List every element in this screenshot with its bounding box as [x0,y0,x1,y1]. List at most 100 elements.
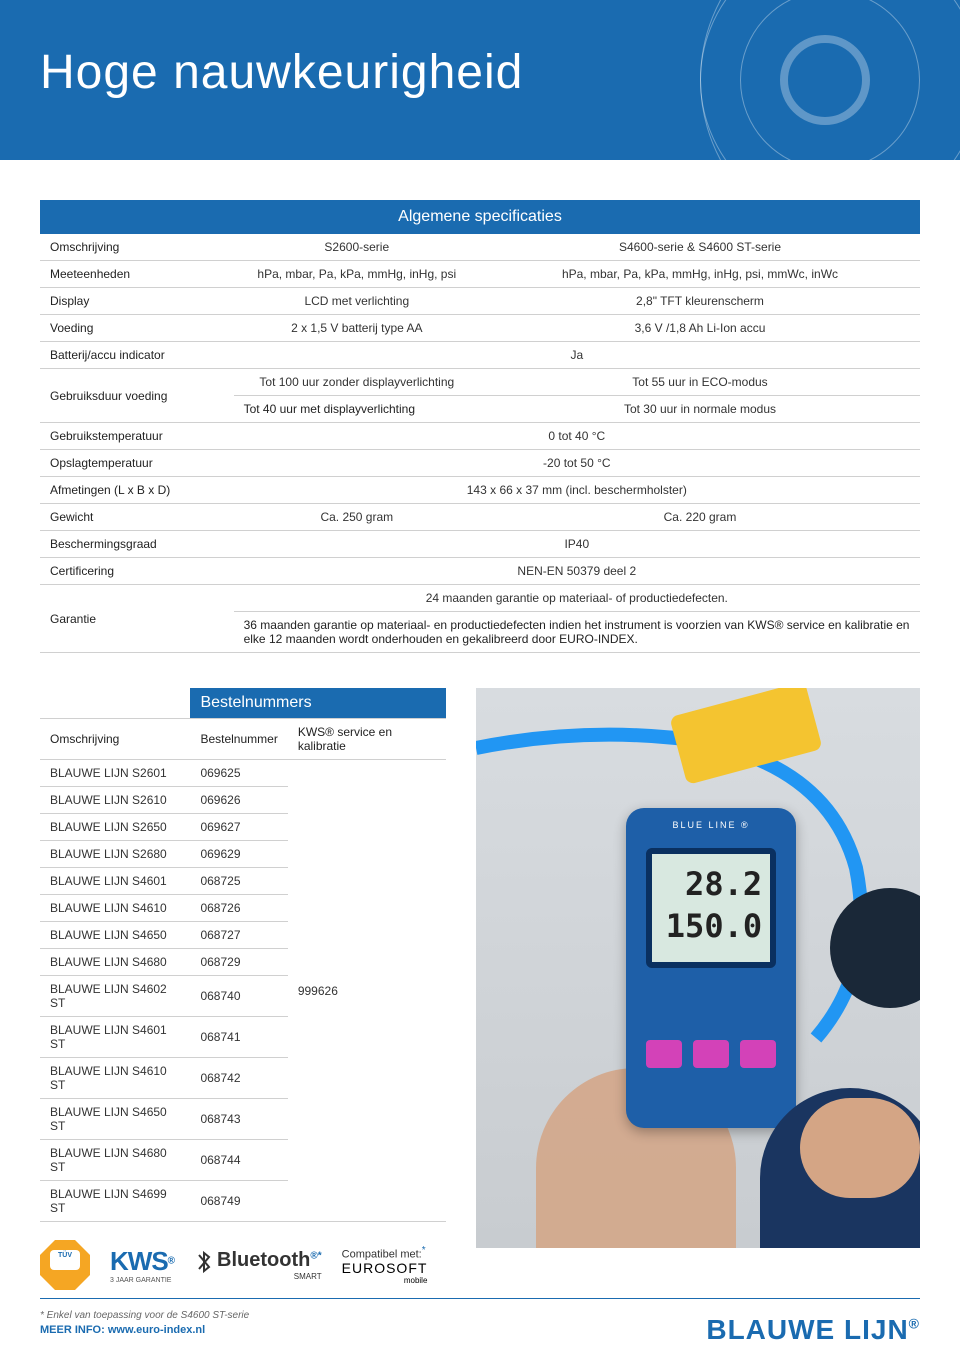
order-product-name: BLAUWE LIJN S4650 [40,922,190,949]
order-number: 069627 [190,814,287,841]
order-number: 069629 [190,841,287,868]
order-number: 069626 [190,787,287,814]
spec-cell: 2,8" TFT kleurenscherm [480,288,920,315]
spec-cell: Tot 100 uur zonder displayverlichting [234,369,480,396]
spec-row-label: Meeteenheden [40,261,234,288]
order-product-name: BLAUWE LIJN S4601 [40,868,190,895]
footer-more-info: MEER INFO: www.euro-index.nl [40,1324,205,1336]
device-reading-1: 28.2 [652,864,762,906]
order-product-name: BLAUWE LIJN S2680 [40,841,190,868]
measurement-device: BLUE LINE ® 28.2 150.0 [626,808,796,1128]
order-product-name: BLAUWE LIJN S4650 ST [40,1099,190,1140]
spec-cell-merged: IP40 [234,531,920,558]
bluetooth-icon [195,1249,213,1282]
spec-row-label: Gewicht [40,504,234,531]
order-product-name: BLAUWE LIJN S4602 ST [40,976,190,1017]
device-button [646,1040,682,1068]
compat-label: Compatibel met: [342,1248,422,1260]
spec-table-section: Algemene specificaties OmschrijvingS2600… [40,200,920,653]
device-button [740,1040,776,1068]
order-number: 068749 [190,1181,287,1222]
order-product-name: BLAUWE LIJN S4680 ST [40,1140,190,1181]
bt-smart: SMART [217,1272,322,1281]
order-number: 068743 [190,1099,287,1140]
spec-row-label: Certificering [40,558,234,585]
eurosoft-text: EUROSOFT [342,1260,428,1276]
order-product-name: BLAUWE LIJN S4601 ST [40,1017,190,1058]
spec-row-label: Afmetingen (L x B x D) [40,477,234,504]
brand-reg: ® [909,1316,920,1332]
spec-table-title: Algemene specificaties [40,200,920,234]
order-product-name: BLAUWE LIJN S4680 [40,949,190,976]
spec-cell: Tot 40 uur met displayverlichting [234,396,480,423]
order-number: 068742 [190,1058,287,1099]
tuv-text: TÜV [58,1252,72,1259]
order-number: 068740 [190,976,287,1017]
order-number: 068727 [190,922,287,949]
product-photo: BLUE LINE ® 28.2 150.0 [476,688,920,1248]
spec-cell-merged: -20 tot 50 °C [234,450,920,477]
decorative-circles [540,0,960,160]
order-product-name: BLAUWE LIJN S4610 ST [40,1058,190,1099]
compat-badge: Compatibel met:* EUROSOFT mobile [342,1245,428,1286]
order-header-cell: Bestelnummer [190,719,287,760]
bt-reg: ® [310,1250,317,1261]
tuv-badge: TÜV [40,1240,90,1290]
spec-cell-merged: Ja [234,342,920,369]
header-banner: Hoge nauwkeurigheid [0,0,960,160]
spec-cell: Tot 55 uur in ECO-modus [480,369,920,396]
spec-cell: 3,6 V /1,8 Ah Li-Ion accu [480,315,920,342]
spec-header-cell: Omschrijving [40,234,234,261]
device-reading-2: 150.0 [652,906,762,948]
order-kws-cell: 999626 [288,760,446,1222]
spec-row-label: Opslagtemperatuur [40,450,234,477]
footer: MEER INFO: www.euro-index.nl BLAUWE LIJN… [0,1298,960,1358]
order-table: Bestelnummers OmschrijvingBestelnummerKW… [40,688,446,1222]
spec-row-label: Display [40,288,234,315]
kws-badge: KWS® 3 JAAR GARANTIE [110,1246,175,1284]
order-number: 068725 [190,868,287,895]
order-number: 069625 [190,760,287,787]
badges-row: TÜV KWS® 3 JAAR GARANTIE Bluetooth®* SMA… [40,1240,446,1290]
bluetooth-badge: Bluetooth®* SMART [195,1249,322,1282]
spec-cell: 2 x 1,5 V batterij type AA [234,315,480,342]
spec-cell: Ca. 250 gram [234,504,480,531]
order-product-name: BLAUWE LIJN S4699 ST [40,1181,190,1222]
footer-brand: BLAUWE LIJN® [706,1314,920,1346]
order-table-section: Bestelnummers OmschrijvingBestelnummerKW… [40,688,446,1222]
spec-cell-merged: 0 tot 40 °C [234,423,920,450]
order-number: 068726 [190,895,287,922]
order-product-name: BLAUWE LIJN S2601 [40,760,190,787]
device-brand-label: BLUE LINE ® [646,820,776,830]
kws-text: KWS [110,1246,168,1276]
device-button [693,1040,729,1068]
spec-cell: Ca. 220 gram [480,504,920,531]
eurosoft-sub: mobile [342,1276,428,1285]
order-product-name: BLAUWE LIJN S2650 [40,814,190,841]
bluetooth-text: Bluetooth [217,1249,310,1271]
order-number: 068741 [190,1017,287,1058]
spec-row-label: Garantie [40,585,234,653]
device-buttons [646,1040,776,1068]
spec-cell-merged: 24 maanden garantie op materiaal- of pro… [234,585,920,612]
spec-row-label: Voeding [40,315,234,342]
order-number: 068729 [190,949,287,976]
order-header-cell: KWS® service en kalibratie [288,719,446,760]
kws-sub: 3 JAAR GARANTIE [110,1277,175,1284]
device-screen: 28.2 150.0 [646,848,776,968]
spec-cell-merged: 36 maanden garantie op materiaal- en pro… [234,612,920,653]
spec-cell: LCD met verlichting [234,288,480,315]
spec-cell-merged: NEN-EN 50379 deel 2 [234,558,920,585]
spec-cell: hPa, mbar, Pa, kPa, mmHg, inHg, psi [234,261,480,288]
order-product-name: BLAUWE LIJN S2610 [40,787,190,814]
spec-row-label: Beschermingsgraad [40,531,234,558]
spec-header-cell: S2600-serie [234,234,480,261]
order-product-name: BLAUWE LIJN S4610 [40,895,190,922]
kws-reg: ® [168,1256,175,1267]
brand-text: BLAUWE LIJN [706,1314,908,1345]
spec-row-label: Batterij/accu indicator [40,342,234,369]
spec-table: OmschrijvingS2600-serieS4600-serie & S46… [40,234,920,653]
spec-header-cell: S4600-serie & S4600 ST-serie [480,234,920,261]
spec-cell-merged: 143 x 66 x 37 mm (incl. beschermholster) [234,477,920,504]
spec-row-label: Gebruikstemperatuur [40,423,234,450]
